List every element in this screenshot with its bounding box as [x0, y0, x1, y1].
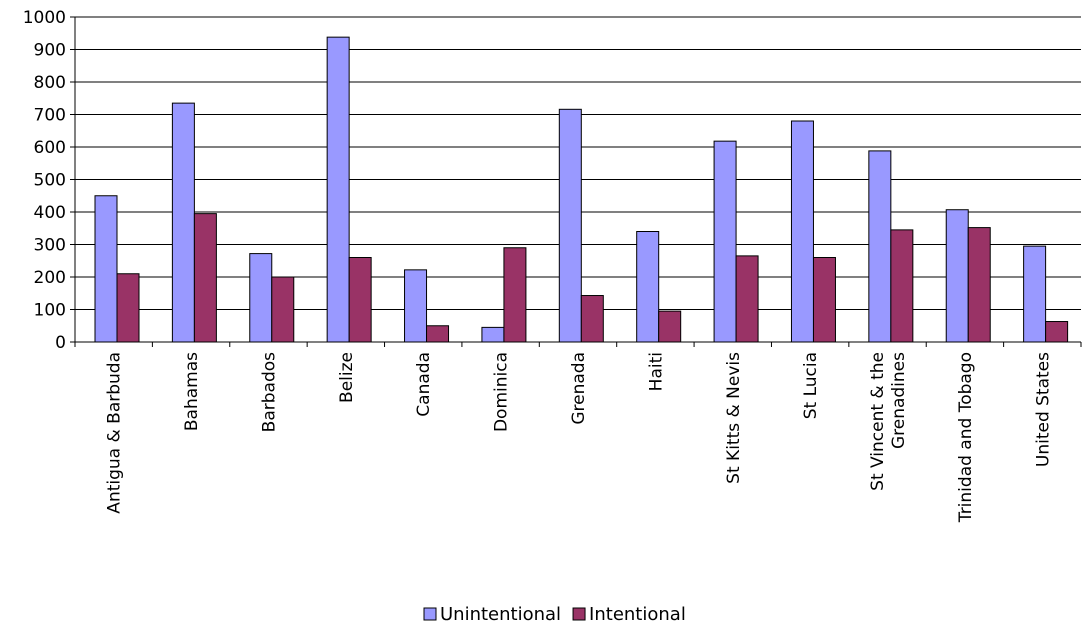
bar-intentional — [426, 325, 450, 343]
y-tick-label: 0 — [55, 333, 66, 353]
category-label-line: Belize — [337, 352, 357, 403]
category-label: St Kitts & Nevis — [724, 352, 744, 484]
y-tick-labels: 0 100 200 300 400 500 600 700 800 900 1000 — [23, 8, 66, 353]
bar-unintentional — [326, 36, 350, 343]
bars — [94, 36, 1069, 343]
bar-unintentional — [171, 102, 195, 343]
bar-intentional — [271, 276, 295, 343]
bar-intentional — [116, 273, 140, 343]
bar-intentional — [1045, 321, 1069, 343]
y-tick-label: 100 — [34, 301, 66, 321]
category-label: Dominica — [492, 352, 512, 432]
y-tick-label: 300 — [34, 236, 66, 256]
category-label-line: St Vincent & the — [868, 352, 888, 491]
bar-unintentional — [1023, 245, 1047, 343]
bar-unintentional — [481, 326, 505, 343]
category-label: Antigua & Barbuda — [105, 352, 125, 514]
legend: Unintentional Intentional — [423, 604, 686, 625]
bar-intentional — [890, 229, 914, 343]
y-tick-label: 800 — [34, 73, 66, 93]
category-label-line: Bahamas — [182, 352, 202, 431]
legend-label: Unintentional — [440, 604, 561, 625]
legend-swatch-unintentional — [423, 607, 437, 621]
bar-unintentional — [404, 269, 428, 343]
y-tick-label: 400 — [34, 203, 66, 223]
category-label: St Lucia — [801, 352, 821, 419]
bar-intentional — [658, 310, 682, 343]
category-label-line: Canada — [414, 352, 434, 417]
category-label: Haiti — [646, 352, 666, 391]
bar-unintentional — [636, 231, 660, 343]
category-label-line: Antigua & Barbuda — [105, 352, 125, 514]
bar-intentional — [967, 227, 991, 343]
y-tick-label: 200 — [34, 268, 66, 288]
bar-unintentional — [713, 140, 737, 343]
category-label: Bahamas — [182, 352, 202, 431]
category-label-line: Grenadines — [889, 352, 909, 449]
y-tick-label: 700 — [34, 106, 66, 126]
bar-intentional — [348, 257, 372, 343]
category-label-line: United States — [1033, 352, 1053, 467]
category-labels: Antigua & Barbuda Bahamas Barbados Belize Ca… — [105, 352, 1054, 523]
bar-unintentional — [249, 253, 273, 343]
bar-unintentional — [945, 209, 969, 343]
bar-unintentional — [868, 150, 892, 343]
y-tick-label: 600 — [34, 138, 66, 158]
bar-unintentional — [790, 120, 814, 343]
legend-swatch-intentional — [572, 607, 586, 621]
bar-intentional — [580, 295, 604, 343]
bar-unintentional — [94, 195, 118, 343]
category-label: Belize — [337, 352, 357, 403]
category-label-line: St Kitts & Nevis — [724, 352, 744, 484]
category-label: Canada — [414, 352, 434, 417]
legend-label: Intentional — [589, 604, 686, 625]
axes — [70, 16, 1082, 347]
category-label: Barbados — [259, 352, 279, 432]
category-label-line: Trinidad and Tobago — [956, 352, 976, 523]
y-tick-label: 1000 — [23, 8, 66, 28]
category-label-line: Dominica — [492, 352, 512, 432]
category-label-line: Haiti — [646, 352, 666, 391]
category-label: St Vincent & the Grenadines — [868, 352, 909, 491]
bar-unintentional — [558, 108, 582, 343]
bar-intentional — [735, 255, 759, 343]
category-label: Trinidad and Tobago — [956, 352, 976, 523]
category-label-line: Grenada — [569, 352, 589, 425]
category-label-line: Barbados — [259, 352, 279, 432]
category-label: Grenada — [569, 352, 589, 425]
bar-intentional — [503, 247, 527, 343]
y-tick-label: 500 — [34, 171, 66, 191]
category-label-line: St Lucia — [801, 352, 821, 419]
category-label: United States — [1033, 352, 1053, 467]
bar-intentional — [193, 213, 217, 343]
y-tick-label: 900 — [34, 41, 66, 61]
bar-intentional — [812, 257, 836, 343]
